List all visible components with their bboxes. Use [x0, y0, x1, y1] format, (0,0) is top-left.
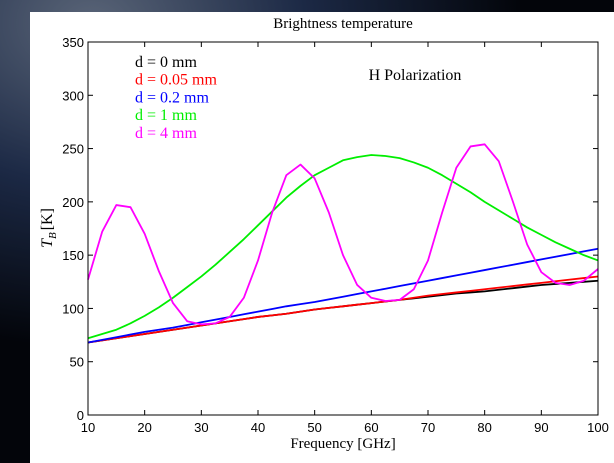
y-tick-label: 200: [62, 195, 84, 210]
series-line: [87, 154, 599, 340]
plot-frame: [87, 41, 599, 416]
y-label-subscript: B: [47, 232, 59, 239]
legend-entry: d = 0.05 mm: [135, 72, 217, 89]
x-tick-label: 40: [251, 420, 265, 435]
y-tick-label: 0: [77, 408, 84, 423]
figure-area: [30, 12, 614, 463]
x-tick-label: 50: [307, 420, 321, 435]
y-tick-label: 150: [62, 248, 84, 263]
x-tick-label: 30: [194, 420, 208, 435]
legend-entry: d = 0.2 mm: [135, 89, 209, 106]
y-axis-label: TB [K]: [39, 208, 59, 248]
x-axis-label: Frequency [GHz]: [290, 436, 395, 452]
x-tick-label: 60: [364, 420, 378, 435]
x-tick-label: 70: [421, 420, 435, 435]
y-label-unit: [K]: [39, 208, 56, 230]
y-tick-label: 350: [62, 35, 84, 50]
legend-entry: d = 1 mm: [135, 107, 197, 124]
series-line: [87, 275, 599, 344]
y-tick-label: 100: [62, 301, 84, 316]
y-tick-label: 300: [62, 88, 84, 103]
x-tick-label: 80: [477, 420, 491, 435]
x-tick-label: 100: [587, 420, 609, 435]
legend-entry: d = 4 mm: [135, 125, 197, 142]
y-tick-label: 50: [70, 355, 84, 370]
annotation: H Polarization: [369, 67, 462, 84]
series-line: [87, 143, 599, 326]
y-label-symbol: T: [39, 238, 56, 248]
y-tick-label: 250: [62, 142, 84, 157]
x-tick-label: 20: [137, 420, 151, 435]
chart-title: Brightness temperature: [273, 16, 413, 32]
series-line: [87, 247, 599, 344]
x-tick-label: 10: [81, 420, 95, 435]
x-tick-label: 90: [534, 420, 548, 435]
legend-entry: d = 0 mm: [135, 54, 197, 71]
